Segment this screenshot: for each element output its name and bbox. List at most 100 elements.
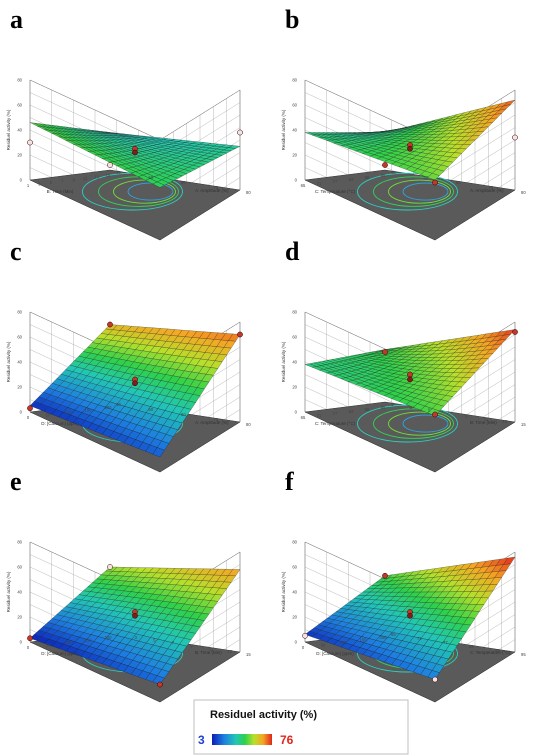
z-tick-label: 40 [17, 128, 22, 133]
design-point [107, 162, 113, 168]
y-tick-label: 70 [214, 417, 219, 422]
design-point [132, 612, 138, 619]
color-legend: Residuel activity (%) 3 76 [193, 699, 409, 755]
y-axis-label: A: Amplitude (%) [195, 188, 229, 193]
design-point [432, 676, 438, 683]
design-point [382, 162, 388, 168]
z-tick-label: 80 [292, 540, 297, 545]
y-tick-label: 60 [456, 180, 461, 185]
design-point [107, 564, 113, 570]
z-tick-label: 40 [17, 590, 22, 595]
z-tick-label: 80 [17, 310, 22, 315]
y-tick-label: 15 [246, 652, 251, 657]
panel-letter: e [10, 467, 22, 496]
x-tick-label: 0 [27, 415, 30, 420]
x-tick-label: 5 [50, 180, 53, 185]
y-tick-label: 80 [246, 422, 251, 427]
y-axis-label: C: Temperature (°C) [470, 650, 511, 655]
contour-line [373, 408, 454, 439]
panel-letter: b [285, 5, 299, 34]
design-point [157, 681, 163, 688]
design-point [382, 572, 388, 579]
surface-cell [152, 181, 165, 188]
y-tick-label: 70 [214, 185, 219, 190]
contour-line [357, 172, 458, 211]
design-point [407, 612, 413, 619]
legend-frame [193, 699, 409, 755]
surface-cell [427, 670, 440, 680]
z-tick-label: 60 [17, 103, 22, 108]
y-tick-label: 40 [116, 170, 121, 175]
design-point [512, 329, 518, 335]
z-tick-label: 20 [17, 385, 22, 390]
z-axis-label: Residuel activity (%) [281, 341, 286, 382]
y-tick-label: 5 [428, 408, 431, 413]
surface-cell [427, 173, 440, 181]
x-tick-label: 95 [381, 405, 386, 410]
x-tick-label: 3 [38, 182, 41, 187]
y-axis-label: A: Amplitude (%) [470, 188, 504, 193]
z-tick-label: 20 [292, 385, 297, 390]
contour-line [127, 182, 174, 201]
design-point [27, 635, 33, 642]
design-point [27, 139, 33, 146]
y-tick-label: 1 [116, 632, 119, 637]
y-tick-label: 11 [209, 646, 214, 651]
y-tick-label: 40 [116, 402, 121, 407]
y-tick-label: 5 [153, 638, 156, 643]
x-tick-label: 89 [365, 175, 370, 180]
panel-letter: f [285, 467, 294, 496]
x-tick-label: 50 [46, 413, 51, 418]
design-point [302, 632, 308, 639]
panel-f: 0 20 40 60 80 Residuel activity (%) 0 50 100 150 2… [281, 467, 526, 703]
x-tick-label: 100 [65, 410, 73, 415]
z-tick-label: 0 [295, 178, 298, 183]
contour-line [402, 414, 449, 433]
x-tick-label: 150 [360, 638, 368, 643]
y-tick-label: 13 [227, 649, 232, 654]
y-tick-label: 7 [172, 641, 175, 646]
z-tick-label: 80 [292, 78, 297, 83]
legend-min-label: 3 [198, 733, 205, 747]
x-axis-label: C: Temperature (°C) [315, 189, 356, 194]
y-tick-label: 70 [489, 185, 494, 190]
panel-letter: c [10, 237, 22, 266]
panel-letter: a [10, 5, 23, 34]
x-tick-label: 7 [61, 179, 64, 184]
z-tick-label: 20 [292, 615, 297, 620]
panel-letter: d [285, 237, 300, 266]
z-tick-label: 60 [17, 335, 22, 340]
x-tick-label: 1 [27, 183, 30, 188]
design-point [382, 349, 388, 355]
x-tick-label: 95 [381, 173, 386, 178]
x-tick-label: 200 [105, 635, 113, 640]
x-tick-label: 89 [365, 407, 370, 412]
z-axis-label: Residuel activity (%) [281, 109, 286, 150]
x-axis-label: D: [Calcium] (ppm) [41, 651, 79, 656]
z-tick-label: 40 [17, 360, 22, 365]
z-tick-label: 60 [292, 565, 297, 570]
y-tick-label: 65 [391, 632, 396, 637]
x-axis-label: C: Temperature (°C) [315, 421, 356, 426]
legend-colorbar [212, 734, 272, 745]
x-tick-label: 150 [85, 638, 93, 643]
contour-line [357, 404, 458, 443]
y-axis-label: B: Time (Min) [470, 420, 497, 425]
floor-plane [304, 401, 516, 473]
contour-line [113, 179, 176, 204]
x-tick-label: 200 [380, 635, 388, 640]
design-point [132, 380, 138, 387]
y-tick-label: 3 [135, 635, 138, 640]
z-tick-label: 0 [295, 410, 298, 415]
y-tick-label: 60 [181, 180, 186, 185]
x-tick-label: 83 [349, 177, 354, 182]
design-point [432, 179, 438, 186]
z-tick-label: 0 [20, 640, 23, 645]
floor-plane [304, 169, 516, 241]
design-point [237, 331, 243, 338]
design-point [407, 371, 413, 378]
z-axis-label: Residuel activity (%) [6, 341, 11, 382]
design-point [107, 321, 113, 328]
